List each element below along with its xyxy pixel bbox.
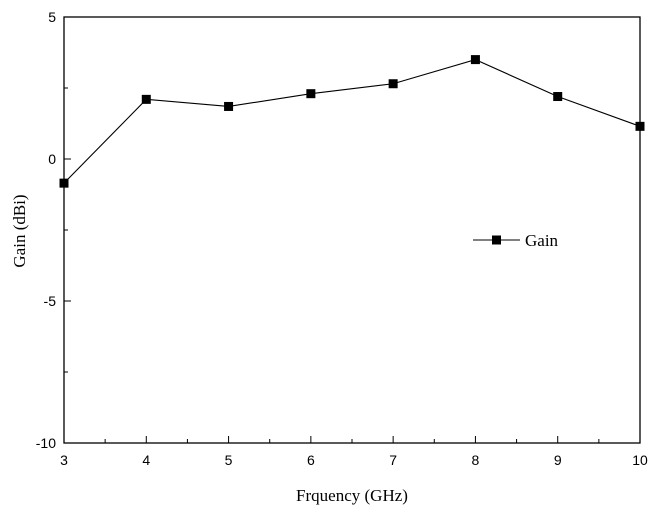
data-point — [388, 79, 398, 89]
y-axis-ticks: 5 0 -5 -10 — [36, 9, 71, 451]
x-tick-label: 9 — [554, 452, 562, 468]
x-axis-title: Frquency (GHz) — [296, 486, 408, 505]
x-axis-ticks: 3 4 5 6 7 8 9 10 — [60, 436, 648, 468]
data-point — [306, 89, 316, 99]
data-point — [553, 92, 563, 102]
data-point — [470, 55, 480, 65]
data-point — [635, 121, 645, 131]
legend-label: Gain — [525, 231, 559, 250]
series-line-gain — [63, 59, 641, 184]
legend-marker — [492, 235, 501, 245]
plot-frame — [63, 16, 641, 444]
x-tick-label: 5 — [225, 452, 233, 468]
x-tick-label: 8 — [472, 452, 480, 468]
data-point — [59, 178, 69, 188]
x-tick-label: 10 — [632, 452, 648, 468]
x-tick-label: 4 — [142, 452, 150, 468]
data-point — [224, 101, 234, 111]
x-tick-label: 3 — [60, 452, 68, 468]
plot-border — [63, 16, 641, 444]
x-tick-label: 6 — [307, 452, 315, 468]
data-point — [141, 94, 151, 104]
legend: Gain — [473, 231, 559, 250]
y-tick-label: 5 — [48, 9, 56, 25]
y-axis-title: Gain (dBi) — [10, 194, 29, 267]
y-tick-label: -5 — [44, 293, 57, 309]
x-tick-label: 7 — [389, 452, 397, 468]
y-tick-label: -10 — [36, 435, 56, 451]
series-layer — [59, 55, 645, 188]
y-tick-label: 0 — [48, 151, 56, 167]
